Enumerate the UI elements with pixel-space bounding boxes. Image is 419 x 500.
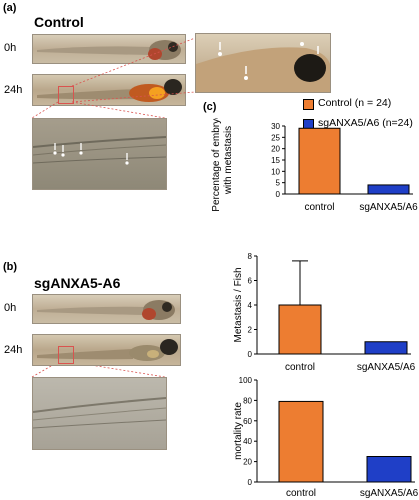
- category-label: sgANXA5/A6: [357, 362, 416, 373]
- chart-metastasis-percentage: 0 5 10 15 20 25 30 control sgANXA5/A6 Percentage …: [211, 118, 418, 213]
- y-tick-label: 60: [243, 417, 252, 426]
- panel-b-time-0h: 0h: [4, 302, 17, 314]
- legend-label-knockdown: sgANXA5/A6 (n=24): [318, 117, 413, 129]
- bar-control: [298, 127, 341, 195]
- chart-metastasis-per-fish: 0 2 4 6 8 control sgANXA5/A6 Metastasis / Fish: [233, 252, 416, 373]
- y-tick-label: 0: [248, 478, 253, 487]
- panel-b-time-24h: 24h: [4, 344, 23, 356]
- control-tail-zoom-image: [32, 118, 167, 190]
- y-tick-label: 20: [243, 458, 252, 467]
- legend-label-control: Control (n = 24): [318, 97, 392, 109]
- y-tick-label: 100: [239, 376, 253, 385]
- bar-control: [278, 304, 322, 355]
- control-head-zoom-image: [195, 33, 331, 93]
- bar-knockdown: [367, 184, 410, 195]
- bar-knockdown: [366, 456, 412, 483]
- y-tick-label: 0: [276, 190, 281, 199]
- panel-a-time-0h: 0h: [4, 42, 17, 54]
- control-embryo-0h-image: [32, 34, 186, 64]
- knockdown-embryo-0h-image: [32, 294, 181, 324]
- legend-swatch-control: [303, 99, 314, 110]
- y-axis-label: Metastasis / Fish: [233, 267, 244, 342]
- y-tick-label: 80: [243, 396, 252, 405]
- category-label: sgANXA5/A6: [360, 488, 419, 499]
- y-tick-label: 4: [248, 301, 253, 310]
- y-tick-label: 6: [248, 277, 253, 286]
- panel-a-time-24h: 24h: [4, 84, 23, 96]
- knockdown-zoom-box: [58, 346, 74, 364]
- panel-b-title: sgANXA5-A6: [34, 275, 121, 291]
- y-tick-label: 40: [243, 437, 252, 446]
- chart-mortality-rate: 0 20 40 60 80 100 control sgANXA5/A6 mortality r…: [233, 376, 419, 499]
- panel-b-letter: (b): [3, 261, 18, 273]
- y-tick-label: 0: [248, 350, 253, 359]
- y-tick-label: 25: [271, 133, 280, 142]
- panel-a-letter: (a): [3, 2, 17, 14]
- y-tick-label: 15: [271, 156, 280, 165]
- y-tick-label: 10: [271, 167, 280, 176]
- knockdown-tail-zoom-image: [32, 377, 167, 450]
- bar-knockdown: [364, 341, 408, 355]
- control-zoom-box: [58, 86, 74, 104]
- y-axis-label: Percentage of embryoswith metastasis: [211, 118, 234, 212]
- category-label: control: [286, 488, 316, 499]
- y-tick-label: 20: [271, 145, 280, 154]
- knockdown-embryo-24h-image: [32, 334, 181, 366]
- control-embryo-24h-image: [32, 74, 186, 106]
- y-axis-label: mortality rate: [233, 402, 244, 460]
- y-tick-label: 5: [276, 179, 281, 188]
- category-label: control: [285, 362, 315, 373]
- category-label: sgANXA5/A6: [359, 202, 418, 213]
- y-tick-label: 8: [248, 252, 253, 261]
- panel-a-title: Control: [34, 14, 84, 30]
- y-tick-label: 30: [271, 122, 280, 131]
- panel-c-letter: (c): [203, 101, 217, 113]
- category-label: control: [304, 202, 334, 213]
- y-tick-label: 2: [248, 326, 253, 335]
- bar-control: [278, 400, 324, 483]
